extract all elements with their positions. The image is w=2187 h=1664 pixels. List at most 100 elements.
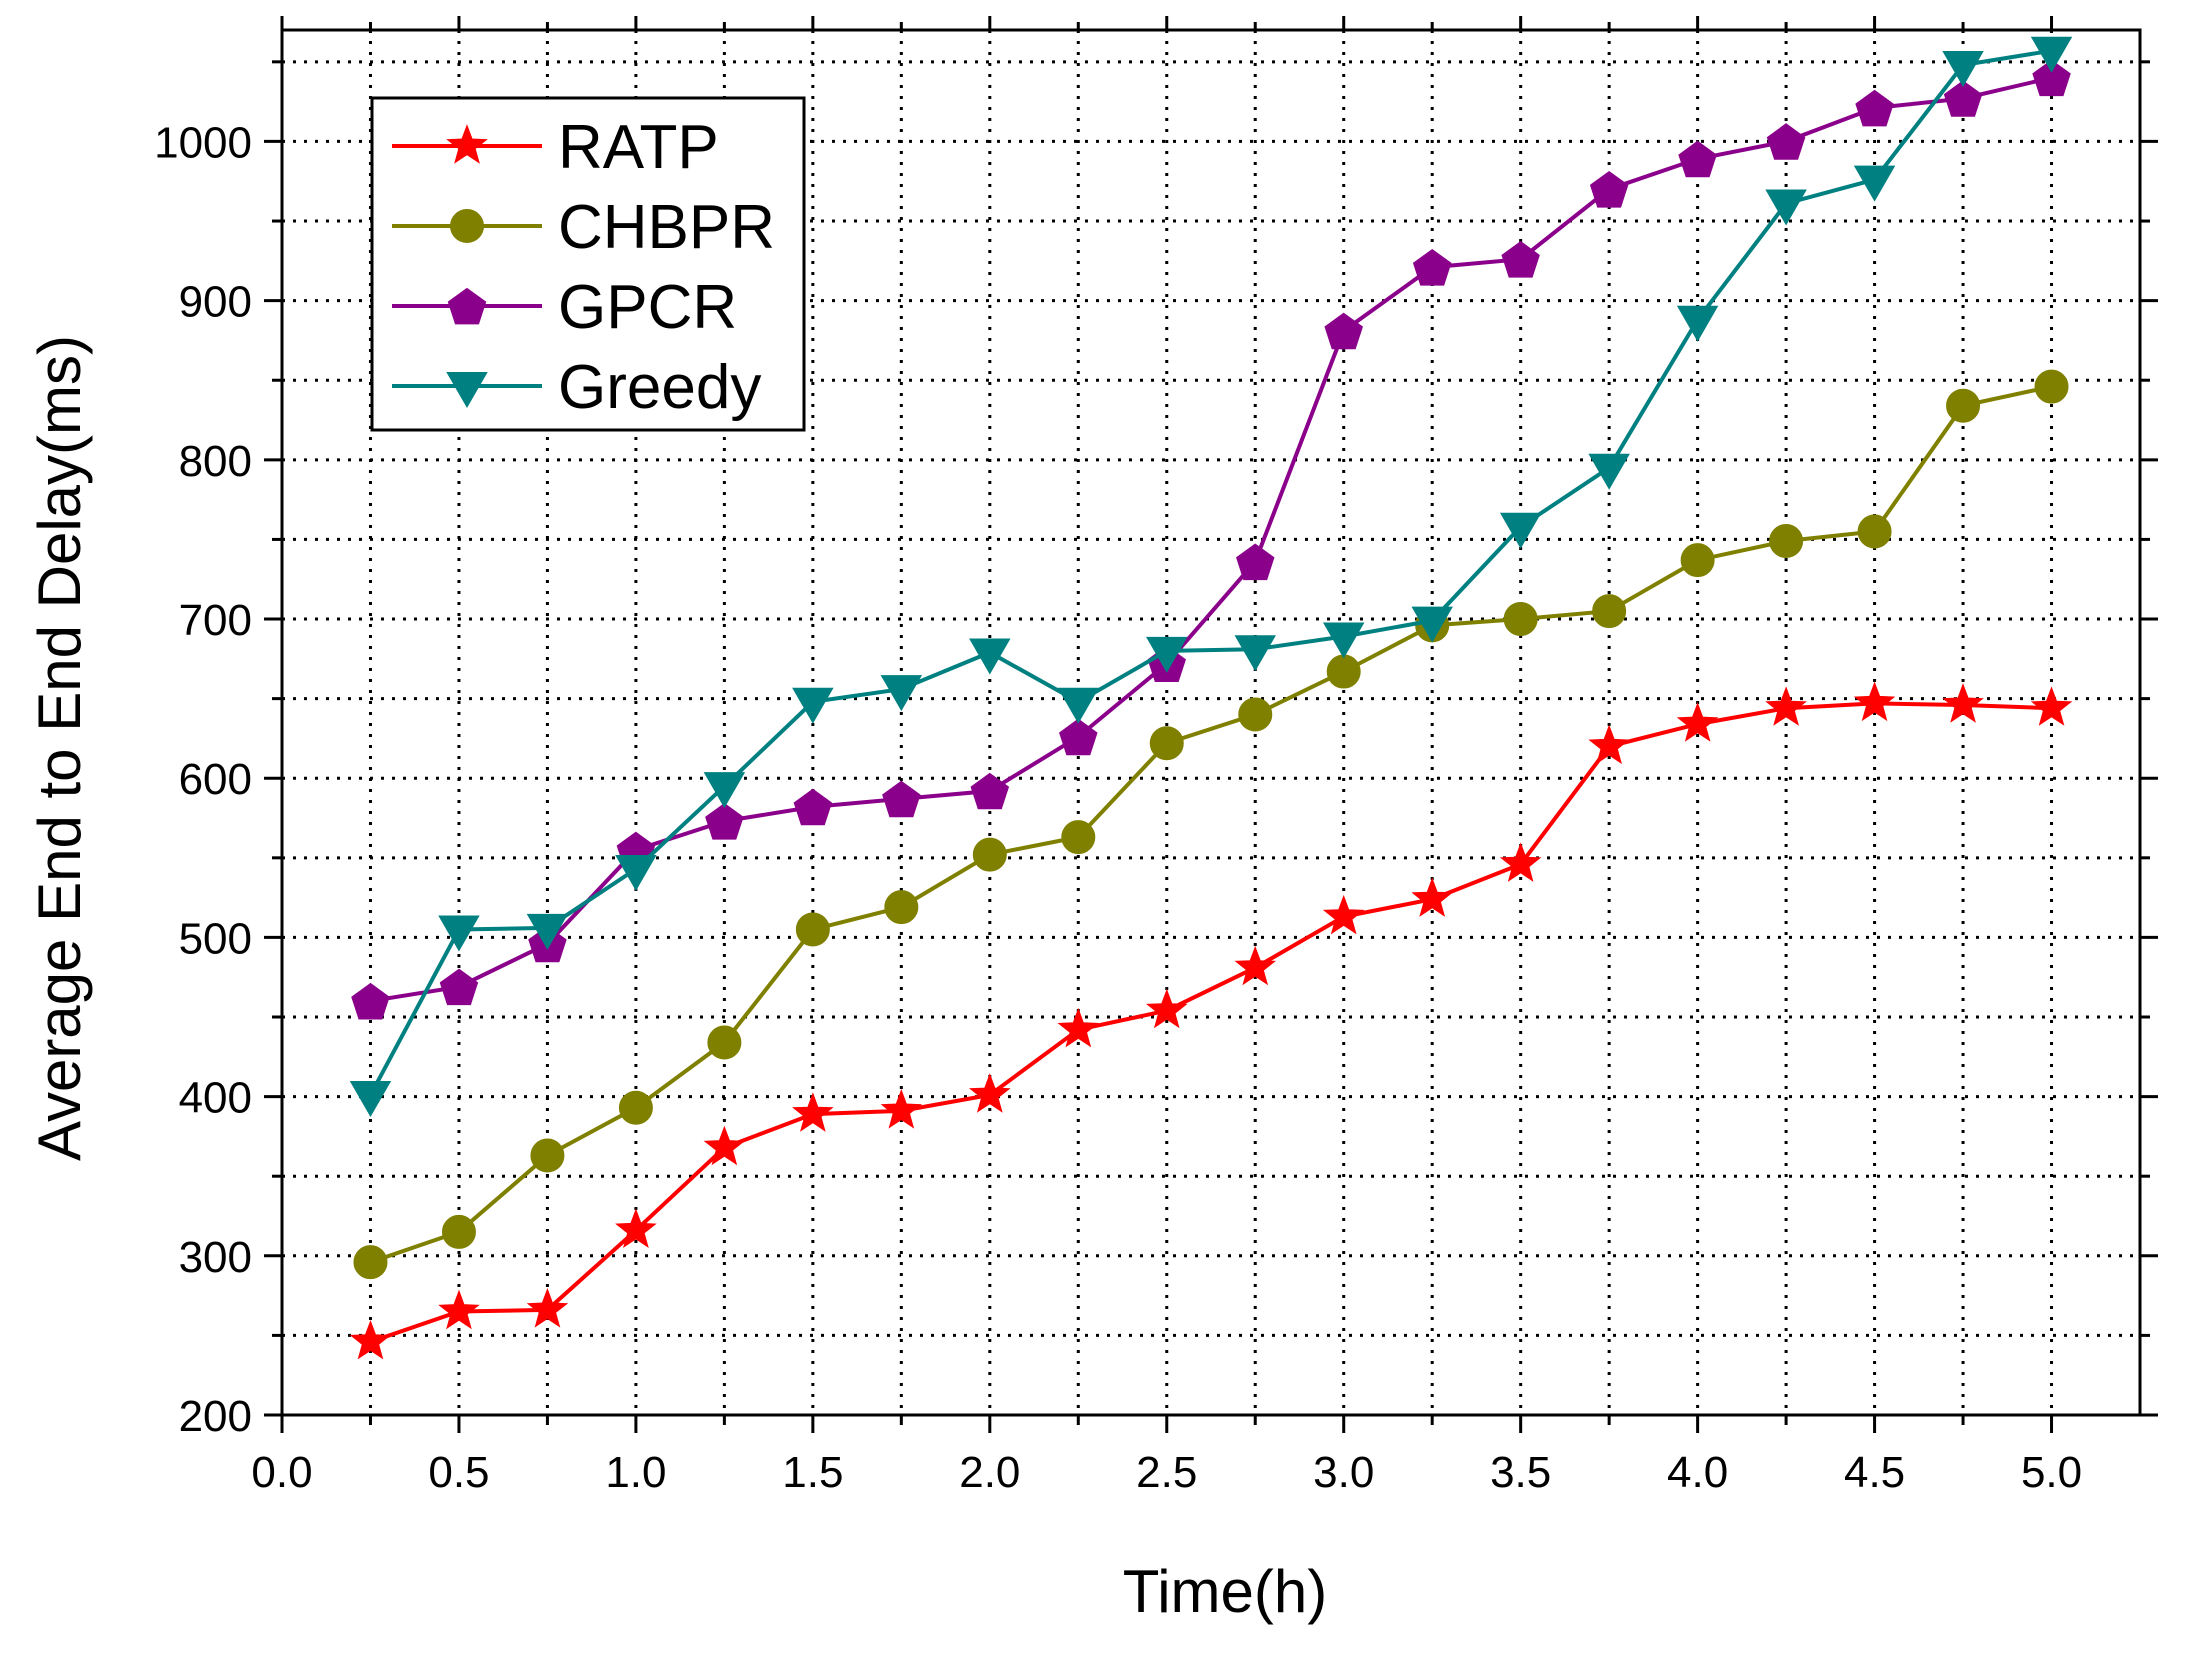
data-point-greedy	[792, 687, 834, 724]
data-point-greedy	[880, 675, 923, 712]
legend-item-ratp: RATP	[392, 113, 719, 182]
series-chbpr	[353, 369, 2069, 1280]
data-point-greedy	[615, 854, 657, 891]
data-point-ratp	[1057, 1007, 1100, 1048]
x-tick-label: 2.0	[959, 1448, 1020, 1497]
axes: 0.0 0.5 1.0 1.5 2.0 2.5 3.0 3.5 4.0 4.5 5.0 200 300 4…	[154, 16, 2158, 1497]
data-point-gpcr	[1943, 80, 1983, 117]
data-point-chbpr	[972, 837, 1007, 872]
data-point-ratp	[703, 1125, 746, 1166]
x-tick-label: 3.5	[1490, 1448, 1551, 1497]
legend-item-gpcr: GPCR	[392, 273, 737, 342]
data-point-chbpr	[795, 912, 830, 947]
data-point-gpcr	[970, 772, 1010, 810]
data-point-chbpr	[2034, 369, 2069, 404]
data-point-chbpr	[618, 1090, 653, 1125]
data-point-greedy	[1765, 189, 1807, 226]
data-point-gpcr	[439, 968, 479, 1006]
data-point-chbpr	[884, 890, 919, 925]
series-greedy	[349, 36, 2073, 1118]
data-point-chbpr	[1238, 697, 1273, 732]
data-point-chbpr	[1946, 388, 1981, 423]
series-ratp	[349, 681, 2073, 1360]
plot-frame	[280, 28, 2142, 1417]
data-point-greedy	[349, 1081, 392, 1118]
data-point-ratp	[1411, 877, 1454, 917]
series-gpcr	[351, 59, 2071, 1020]
data-point-chbpr	[530, 1138, 565, 1173]
data-point-greedy	[2030, 36, 2073, 73]
data-point-ratp	[2030, 686, 2073, 726]
y-tick-label: 600	[179, 755, 252, 804]
data-point-greedy	[1499, 512, 1542, 549]
data-point-ratp	[526, 1288, 569, 1328]
data-point-gpcr	[1412, 248, 1452, 286]
data-point-gpcr	[793, 788, 833, 826]
legend-label-chbpr: CHBPR	[558, 193, 775, 262]
x-tick-label: 5.0	[2021, 1448, 2082, 1497]
data-point-ratp	[1322, 894, 1365, 935]
x-tick-label: 4.5	[1844, 1448, 1905, 1497]
data-point-greedy	[1942, 51, 1984, 88]
data-point-ratp	[1676, 702, 1719, 742]
data-point-ratp	[438, 1289, 480, 1330]
y-axis-title: Average End to End Delay(ms)	[26, 335, 93, 1161]
data-point-greedy	[1146, 636, 1188, 673]
legend-box	[370, 96, 806, 432]
data-point-ratp	[1942, 683, 1984, 723]
legend-label-greedy: Greedy	[558, 353, 761, 422]
data-point-gpcr	[1855, 89, 1894, 127]
data-point-chbpr	[1769, 524, 1804, 559]
data-point-ratp	[968, 1073, 1011, 1113]
data-point-gpcr	[705, 802, 744, 840]
legend: RATP CHBPR GPCR Greedy	[370, 96, 806, 432]
data-point-greedy	[1234, 635, 1276, 672]
y-tick-label: 300	[179, 1233, 252, 1282]
data-point-greedy	[1411, 606, 1453, 643]
data-point-greedy	[1057, 687, 1100, 724]
data-point-ratp	[349, 1319, 392, 1360]
legend-marker-ratp	[446, 124, 488, 164]
x-tick-label: 0.0	[251, 1448, 312, 1497]
data-point-ratp	[615, 1208, 657, 1249]
data-point-ratp	[792, 1092, 834, 1132]
data-point-greedy	[1853, 165, 1896, 202]
series-line-ratp	[369, 701, 2052, 1344]
y-tick-label: 800	[179, 437, 252, 486]
data-point-chbpr	[1592, 594, 1627, 629]
data-point-greedy	[703, 772, 746, 809]
x-tick-label: 2.5	[1136, 1448, 1197, 1497]
legend-label-gpcr: GPCR	[558, 273, 737, 342]
data-point-greedy	[969, 638, 1011, 675]
y-tick-label: 900	[179, 278, 252, 327]
data-point-gpcr	[1678, 140, 1717, 178]
x-axis-title: Time(h)	[1123, 1558, 1327, 1625]
data-point-chbpr	[707, 1025, 742, 1060]
data-point-chbpr	[1503, 602, 1538, 637]
x-tick-label: 0.5	[428, 1448, 489, 1497]
series-lines	[349, 36, 2073, 1360]
data-point-greedy	[1322, 622, 1365, 659]
data-point-chbpr	[441, 1214, 476, 1249]
data-point-ratp	[880, 1089, 923, 1129]
data-point-greedy	[526, 913, 569, 950]
data-point-ratp	[1853, 681, 1896, 722]
x-tick-label: 1.5	[782, 1448, 843, 1497]
data-point-chbpr	[353, 1245, 388, 1280]
data-point-ratp	[1499, 842, 1542, 882]
y-tick-label: 1000	[154, 118, 252, 167]
data-point-chbpr	[1680, 543, 1715, 578]
data-point-gpcr	[351, 982, 390, 1020]
legend-marker-gpcr	[447, 287, 487, 325]
data-point-gpcr	[1236, 543, 1275, 581]
data-point-greedy	[1676, 305, 1719, 342]
data-point-gpcr	[1059, 718, 1098, 756]
data-point-chbpr	[1061, 820, 1096, 855]
legend-item-chbpr: CHBPR	[392, 193, 775, 262]
data-point-gpcr	[1766, 123, 1806, 160]
x-tick-label: 4.0	[1667, 1448, 1728, 1497]
x-tick-label: 1.0	[605, 1448, 666, 1497]
